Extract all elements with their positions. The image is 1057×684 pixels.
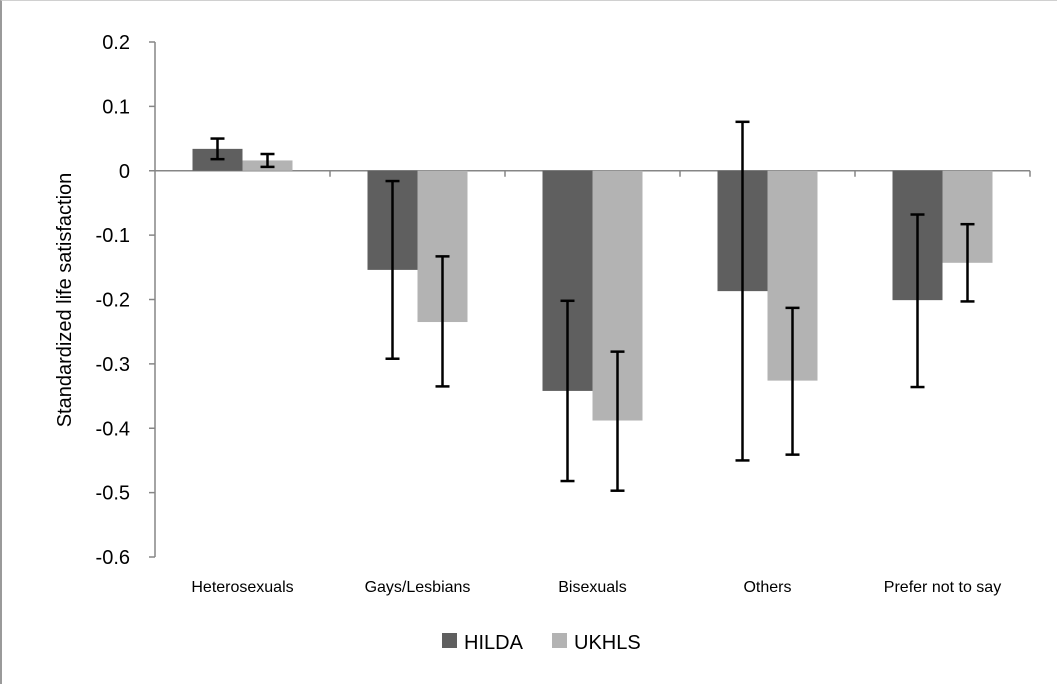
category-label: Others	[743, 579, 791, 596]
error-bar-ukhls-1	[435, 255, 450, 388]
x-axis-ticks	[329, 170, 1031, 177]
error-bar-ukhls-2	[610, 350, 625, 492]
error-bars	[210, 120, 975, 492]
y-tick-label: -0.2	[96, 290, 130, 312]
legend-label-hilda: HILDA	[464, 632, 524, 654]
y-axis-title: Standardized life satisfaction	[54, 173, 76, 428]
y-tick-label: 0.1	[102, 96, 130, 118]
bars	[192, 148, 993, 421]
y-tick-label: -0.1	[96, 225, 130, 247]
legend-label-ukhls: UKHLS	[574, 632, 641, 654]
y-tick-label: -0.5	[96, 483, 130, 505]
legend-swatch-ukhls	[552, 633, 567, 648]
error-bar-hilda-1	[385, 179, 400, 360]
legend: HILDA UKHLS	[442, 632, 641, 654]
y-tick-label: 0.2	[102, 32, 130, 54]
category-label: Prefer not to say	[884, 579, 1001, 596]
error-bar-hilda-2	[560, 299, 575, 483]
error-bar-hilda-4	[910, 213, 925, 389]
error-bar-ukhls-0	[260, 152, 275, 169]
error-bar-hilda-3	[735, 120, 750, 462]
y-tick-label: -0.4	[96, 418, 130, 440]
y-tick-label: -0.6	[96, 547, 130, 569]
y-tick-label: -0.3	[96, 354, 130, 376]
category-label: Bisexuals	[558, 579, 626, 596]
category-labels: Heterosexuals Gays/Lesbians Bisexuals Other…	[191, 579, 1001, 596]
y-axis-ticks: 0.2 0.1 0 -0.1 -0.2 -0.3 -0.4 -0.5 -0.6	[96, 32, 155, 569]
error-bar-ukhls-4	[960, 222, 975, 303]
error-bar-ukhls-3	[785, 306, 800, 456]
y-tick-label: 0	[119, 161, 130, 183]
category-label: Gays/Lesbians	[365, 579, 471, 596]
error-bar-hilda-0	[210, 137, 225, 161]
legend-swatch-hilda	[442, 633, 457, 648]
category-label: Heterosexuals	[191, 579, 293, 596]
